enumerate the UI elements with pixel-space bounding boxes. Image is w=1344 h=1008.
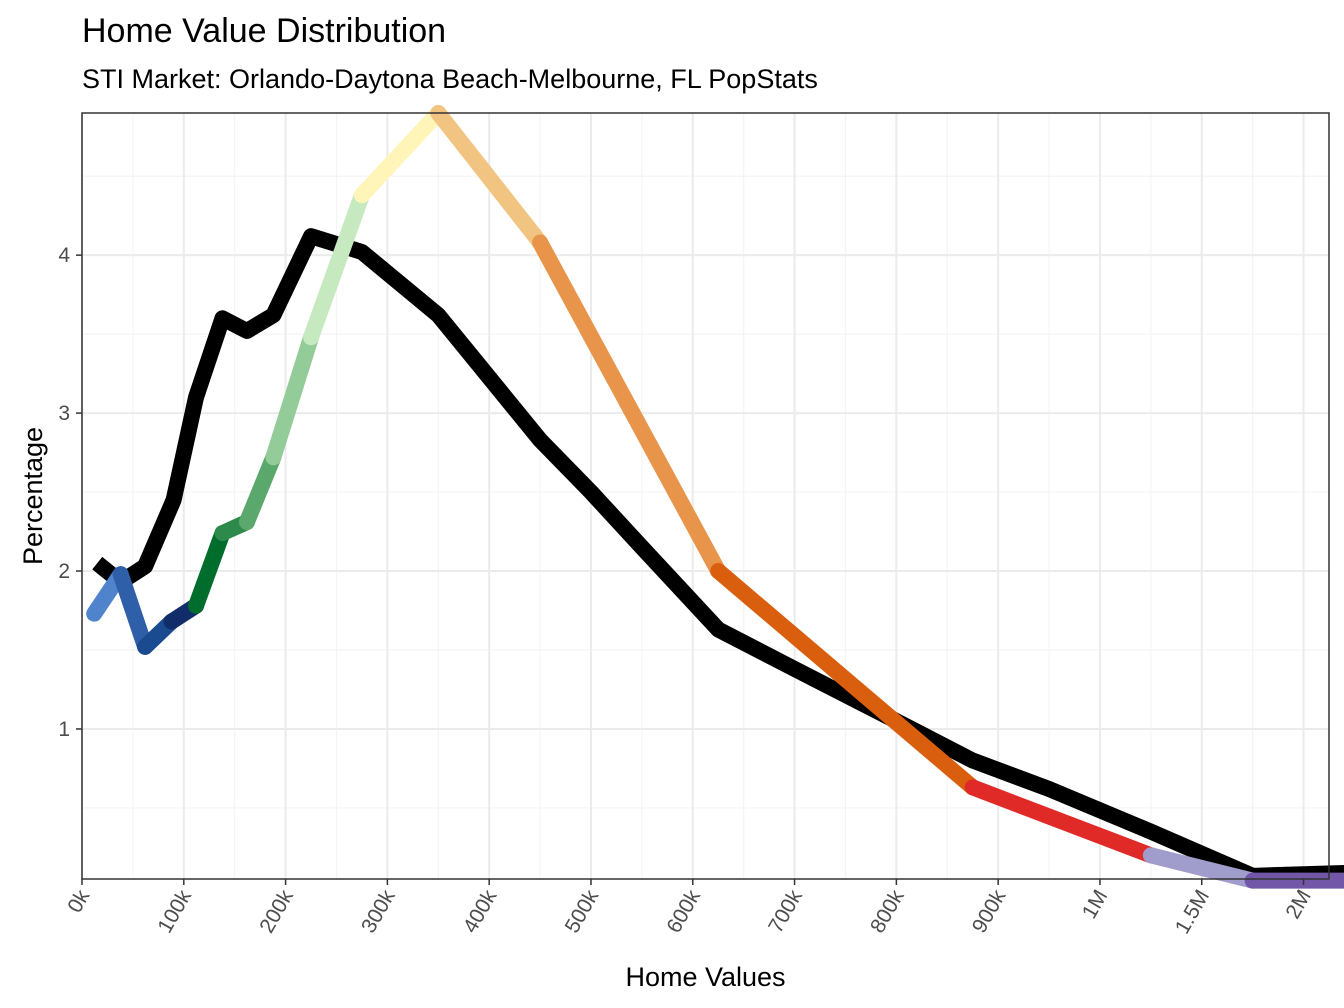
chart-title: Home Value Distribution [82,12,447,50]
x-tick-label-4: 400k [459,886,502,937]
y-tick-labels: 1 2 3 4 [58,244,70,741]
x-tick-label-5: 500k [561,886,604,937]
y-tick-label-2: 3 [58,402,70,425]
grid-major [81,113,1329,879]
x-tick-label-8: 800k [866,886,909,937]
y-axis-title: Percentage [18,427,48,565]
series-layer [86,105,1344,889]
plot-border [81,112,1330,880]
x-tick-label-12: 2M [1281,886,1316,923]
y-tick-label-1: 2 [58,560,70,583]
y-tick-label-0: 1 [58,718,70,741]
series-segment-9 [353,105,447,204]
y-tick-label-3: 4 [58,244,70,267]
grid-minor [82,113,1329,879]
x-tick-label-7: 700k [764,886,807,937]
series-segment-10 [430,105,549,251]
chart-subtitle: STI Market: Orlando-Daytona Beach-Melbou… [82,64,818,94]
x-tick-labels: 0k 100k 200k 300k 400k 500k 600k 700k 800k 900k 1M… [63,886,1316,938]
series-segment-6 [238,449,282,531]
x-axis-title: Home Values [625,962,785,992]
series-segment-12 [710,563,981,796]
x-tick-label-11: 1.5M [1171,886,1214,938]
series-line-black [92,228,1344,884]
x-tick-label-1: 100k [153,886,196,937]
x-tick-label-6: 600k [662,886,705,937]
series-segment-11 [532,234,727,580]
x-tick-label-10: 1M [1078,886,1113,923]
series-segment-7 [265,329,320,466]
x-tick-label-3: 300k [357,886,400,937]
x-tick-label-9: 900k [968,886,1011,937]
series-segment-8 [303,187,370,346]
x-tick-label-0: 0k [63,886,94,917]
x-tick-label-2: 200k [255,886,298,937]
series-segment-13 [964,779,1159,864]
axis-ticks [76,254,1305,885]
series-segment-4 [188,525,231,614]
series-segment-1 [112,566,154,655]
series-segment-14 [1142,847,1261,889]
